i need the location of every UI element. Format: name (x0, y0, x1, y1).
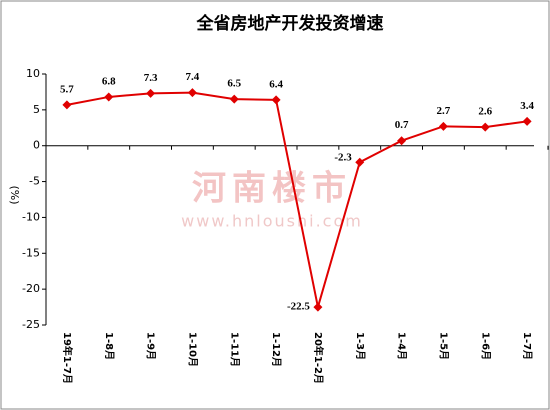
marker (480, 122, 490, 132)
data-label: 6.5 (227, 78, 241, 90)
marker (271, 95, 281, 105)
y-tick-label: 10 (26, 67, 40, 80)
y-tick-label: -15 (22, 246, 40, 259)
marker (62, 100, 72, 110)
data-label: 5.7 (60, 83, 74, 95)
x-tick-label: 1-4月 (396, 332, 408, 360)
marker (397, 136, 407, 146)
x-tick-label: 1-9月 (145, 332, 157, 360)
data-label: 7.4 (186, 71, 200, 83)
y-tick-label: -25 (22, 318, 40, 331)
x-tick-label: 1-8月 (103, 332, 115, 360)
data-label: 2.7 (437, 105, 451, 117)
x-tick-label: 1-7月 (521, 332, 533, 360)
marker (146, 88, 156, 98)
marker (187, 88, 197, 98)
data-label: -22.5 (287, 301, 310, 313)
marker (522, 116, 532, 126)
x-tick-label: 1-10月 (186, 332, 198, 367)
y-tick-label: -5 (29, 175, 40, 188)
data-label: -2.3 (334, 152, 352, 164)
x-tick-label: 1-5月 (437, 332, 449, 360)
y-tick-label: 5 (33, 103, 40, 116)
watermark: 河南楼市 (192, 169, 352, 209)
chart-title: 全省房地产开发投资增速 (196, 13, 384, 34)
marker (229, 94, 239, 104)
line (66, 91, 528, 308)
x-tick-label: 20年1-2月 (312, 332, 325, 384)
data-label: 0.7 (395, 119, 409, 131)
data-label: 2.6 (478, 106, 492, 118)
x-tick-label: 19年1-7月 (61, 332, 74, 384)
data-label: 6.4 (269, 78, 283, 90)
y-tick-label: -20 (22, 282, 40, 295)
x-tick-label: 1-6月 (479, 332, 491, 360)
y-axis-label: (%) (8, 185, 21, 204)
marker (104, 92, 114, 102)
marker (313, 302, 323, 312)
data-label: 3.4 (520, 100, 534, 112)
x-tick-label: 1-3月 (354, 332, 366, 360)
data-label: 7.3 (144, 72, 158, 84)
y-tick-label: -10 (22, 210, 40, 223)
marker (355, 157, 365, 167)
marker (438, 121, 448, 131)
watermark: www.hnloushi.com (181, 212, 363, 231)
x-tick-label: 1-11月 (228, 332, 240, 367)
x-tick-label: 1-12月 (270, 332, 282, 367)
data-label: 6.8 (102, 75, 116, 87)
y-tick-label: 0 (33, 139, 40, 152)
